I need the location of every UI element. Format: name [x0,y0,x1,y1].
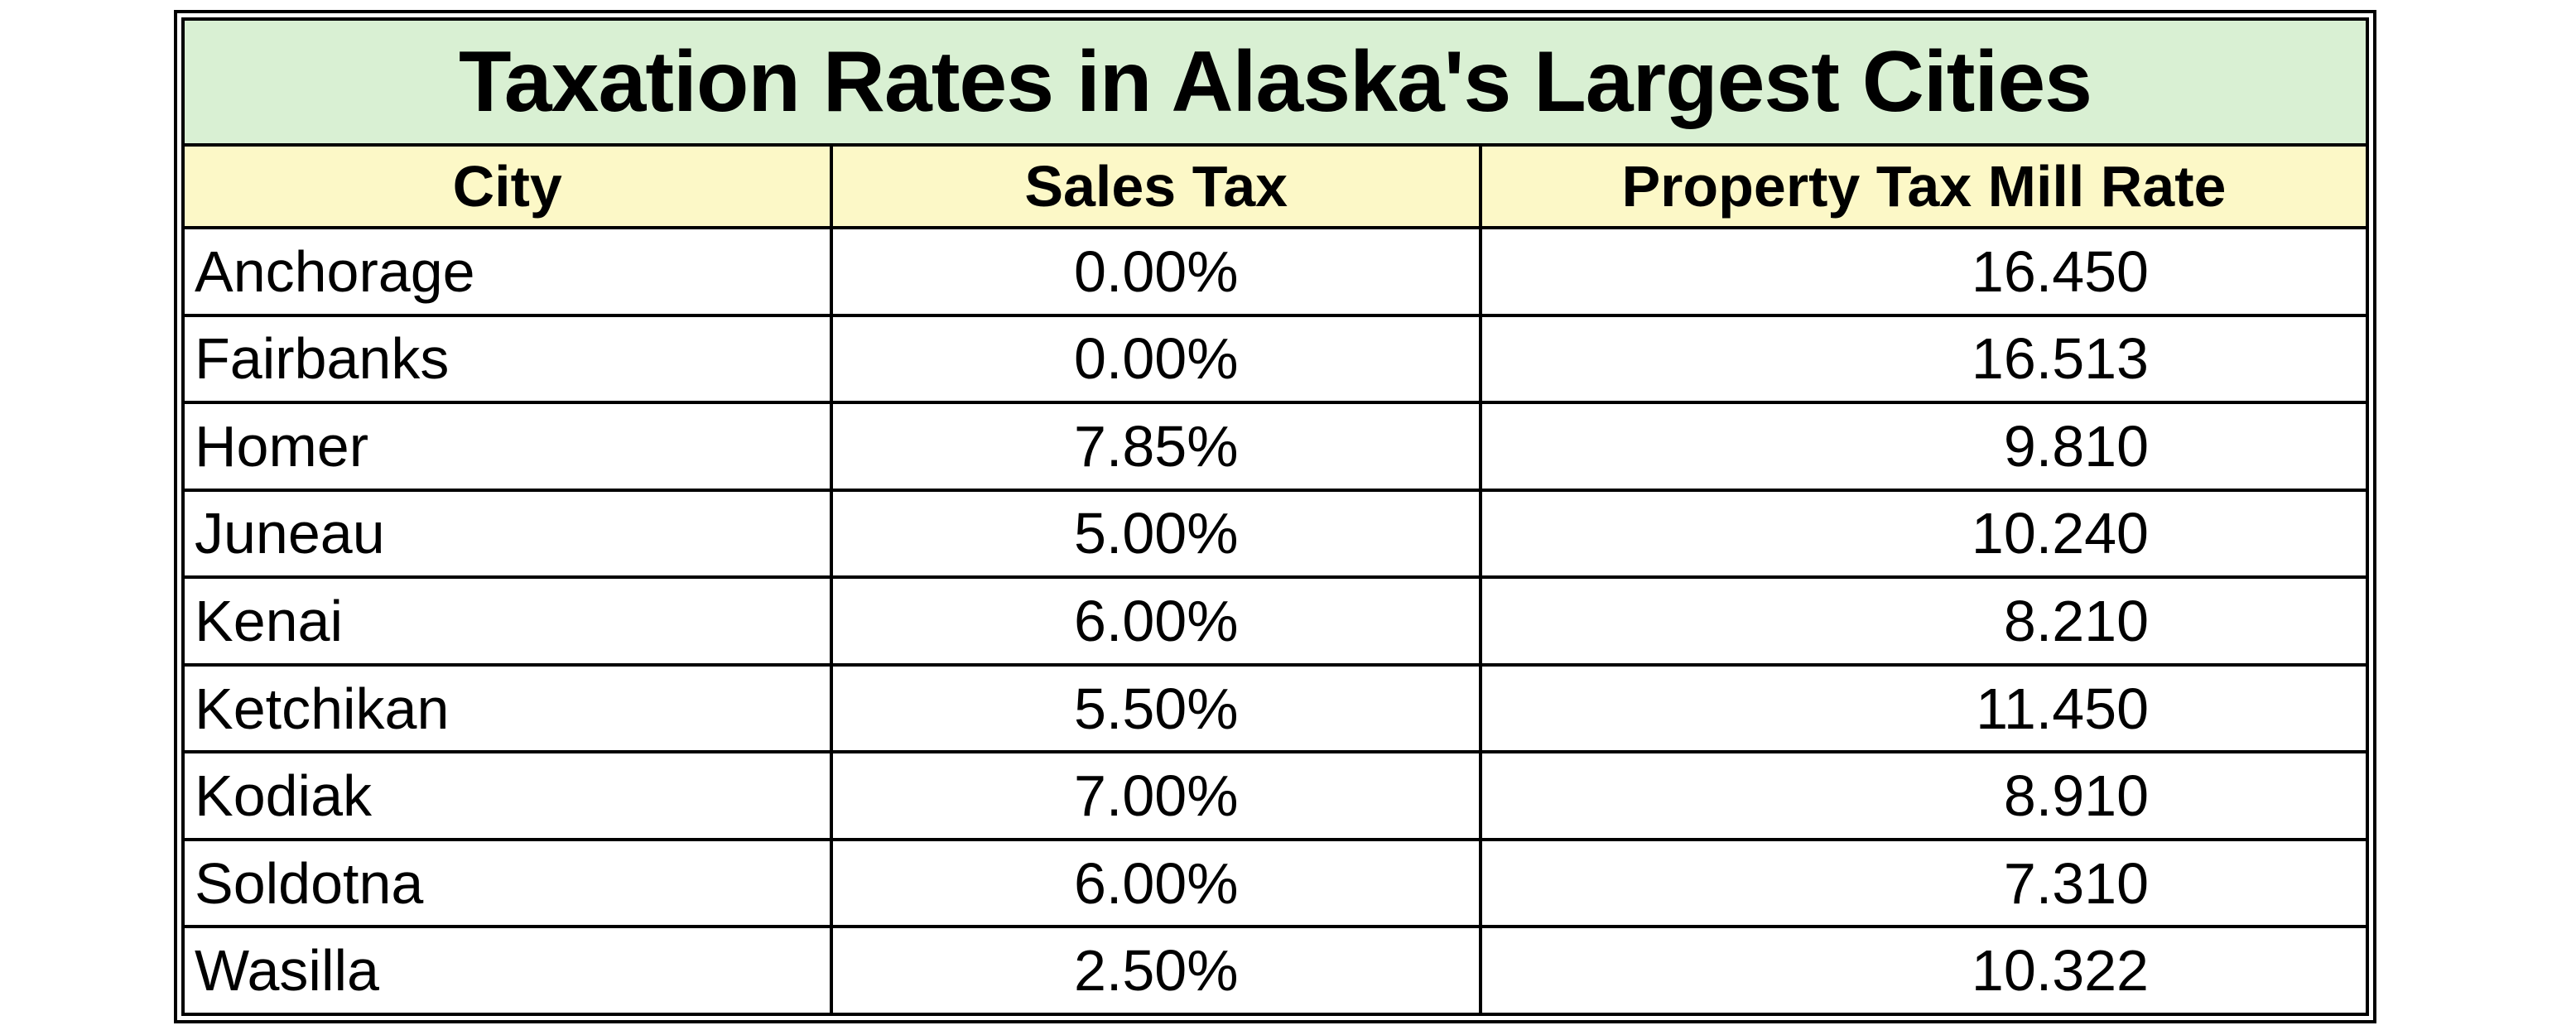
sales-tax-cell: 7.00% [830,750,1482,841]
sales-tax-cell: 7.85% [830,401,1482,492]
mill-rate-cell: 7.310 [1478,837,2370,929]
title-row: Taxation Rates in Alaska's Largest Citie… [181,17,2369,147]
mill-rate-cell: 8.910 [1478,750,2370,841]
table-row: Kenai 6.00% 8.210 [181,575,2370,667]
table-row: Kodiak 7.00% 8.910 [181,750,2370,841]
table-row: Fairbanks 0.00% 16.513 [181,313,2370,405]
table-row: Wasilla 2.50% 10.322 [181,925,2370,1016]
column-header-sales-tax: Sales Tax [830,143,1482,229]
table-row: Ketchikan 5.50% 11.450 [181,662,2370,754]
table-row: Soldotna 6.00% 7.310 [181,837,2370,929]
table-row: Anchorage 0.00% 16.450 [181,226,2370,317]
header-row: City Sales Tax Property Tax Mill Rate [181,143,2370,229]
sales-tax-cell: 6.00% [830,837,1482,929]
sales-tax-cell: 0.00% [830,313,1482,405]
sales-tax-cell: 0.00% [830,226,1482,317]
table-row: Homer 7.85% 9.810 [181,401,2370,492]
mill-rate-cell: 9.810 [1478,401,2370,492]
table-row: Juneau 5.00% 10.240 [181,488,2370,580]
city-cell: Kenai [181,575,834,667]
mill-rate-cell: 16.450 [1478,226,2370,317]
mill-rate-cell: 11.450 [1478,662,2370,754]
city-cell: Juneau [181,488,834,580]
tax-table-frame: Taxation Rates in Alaska's Largest Citie… [174,10,2376,1023]
city-cell: Ketchikan [181,662,834,754]
sales-tax-cell: 5.50% [830,662,1482,754]
city-cell: Homer [181,401,834,492]
mill-rate-cell: 10.322 [1478,925,2370,1016]
table-title: Taxation Rates in Alaska's Largest Citie… [181,17,2369,147]
city-cell: Kodiak [181,750,834,841]
mill-rate-cell: 10.240 [1478,488,2370,580]
city-cell: Fairbanks [181,313,834,405]
city-cell: Soldotna [181,837,834,929]
column-header-mill-rate: Property Tax Mill Rate [1478,143,2370,229]
tax-rates-table: Taxation Rates in Alaska's Largest Citie… [181,17,2370,1016]
column-header-city: City [181,143,834,229]
sales-tax-cell: 5.00% [830,488,1482,580]
table-body: Anchorage 0.00% 16.450 Fairbanks 0.00% 1… [181,226,2370,1016]
sales-tax-cell: 6.00% [830,575,1482,667]
mill-rate-cell: 8.210 [1478,575,2370,667]
city-cell: Anchorage [181,226,834,317]
mill-rate-cell: 16.513 [1478,313,2370,405]
sales-tax-cell: 2.50% [830,925,1482,1016]
city-cell: Wasilla [181,925,834,1016]
